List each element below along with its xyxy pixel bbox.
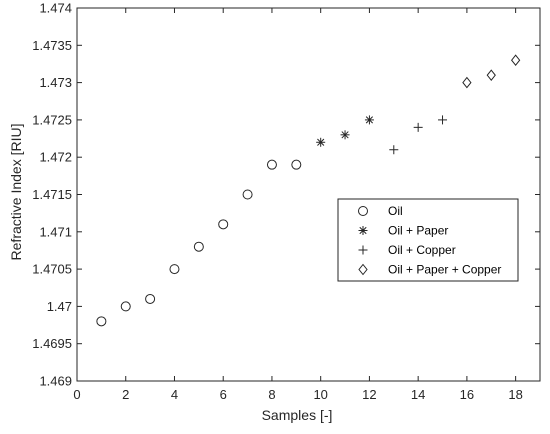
- legend-entry-label: Oil + Paper: [388, 224, 448, 238]
- data-point-diamond: [510, 54, 521, 67]
- legend-marker-diamond: [358, 263, 368, 276]
- data-point-circle: [242, 189, 253, 200]
- data-point-circle: [266, 159, 277, 170]
- data-point-circle: [193, 241, 204, 252]
- y-tick-label: 1.47: [47, 299, 72, 314]
- legend-box: [337, 198, 519, 282]
- y-axis: 1.469 1.4695 1.47 1.4705 1.471 1.4715 1.472 1.4…: [32, 1, 540, 389]
- x-tick-label: 8: [268, 387, 275, 402]
- data-point-plus: [413, 122, 423, 132]
- x-tick-label: 12: [362, 387, 376, 402]
- y-tick-label: 1.4695: [32, 336, 72, 351]
- x-tick-label: 10: [313, 387, 327, 402]
- legend-marker-plus: [358, 245, 368, 255]
- x-tick-label: 0: [73, 387, 80, 402]
- legend-entry-label: Oil + Copper: [388, 243, 456, 257]
- x-tick-label: 2: [122, 387, 129, 402]
- data-point-circle: [145, 293, 156, 304]
- x-axis: 0 2 4 6 8 10 12 14 16 18: [73, 8, 523, 402]
- y-tick-label: 1.469: [39, 374, 72, 389]
- data-point-circle: [169, 264, 180, 275]
- legend-marker-circle: [358, 206, 368, 216]
- data-point-asterisk: [316, 137, 326, 147]
- x-tick-label: 6: [220, 387, 227, 402]
- y-tick-label: 1.474: [39, 1, 72, 16]
- x-tick-label: 14: [411, 387, 425, 402]
- y-tick-label: 1.473: [39, 75, 72, 90]
- data-points: [96, 54, 521, 327]
- data-point-diamond: [462, 76, 472, 89]
- data-point-circle: [120, 301, 131, 312]
- data-point-plus: [389, 145, 399, 155]
- legend-marker-asterisk: [358, 226, 368, 235]
- x-axis-label: Samples [-]: [262, 407, 333, 423]
- data-point-asterisk: [364, 115, 374, 125]
- legend-entry-label: Oil: [388, 204, 403, 218]
- data-point-circle: [218, 219, 229, 230]
- legend: Oil Oil + Paper Oil + Copper Oil + Paper + …: [337, 198, 519, 282]
- x-tick-label: 16: [460, 387, 474, 402]
- x-tick-label: 4: [171, 387, 178, 402]
- y-tick-label: 1.472: [39, 150, 72, 165]
- y-tick-label: 1.4715: [32, 187, 72, 202]
- data-point-circle: [291, 159, 302, 170]
- plot-area: [76, 7, 541, 382]
- data-point-circle: [96, 316, 107, 327]
- data-point-asterisk: [340, 130, 350, 140]
- x-tick-label: 18: [508, 387, 522, 402]
- y-tick-label: 1.4725: [32, 112, 72, 127]
- data-point-plus: [438, 115, 448, 125]
- y-tick-label: 1.4735: [32, 38, 72, 53]
- y-tick-label: 1.471: [39, 224, 72, 239]
- y-tick-label: 1.4705: [32, 262, 72, 277]
- data-point-diamond: [486, 69, 496, 81]
- plot-border: [76, 7, 541, 382]
- legend-entry-label: Oil + Paper + Copper: [388, 263, 501, 277]
- y-axis-label: Refractive Index [RIU]: [8, 124, 24, 261]
